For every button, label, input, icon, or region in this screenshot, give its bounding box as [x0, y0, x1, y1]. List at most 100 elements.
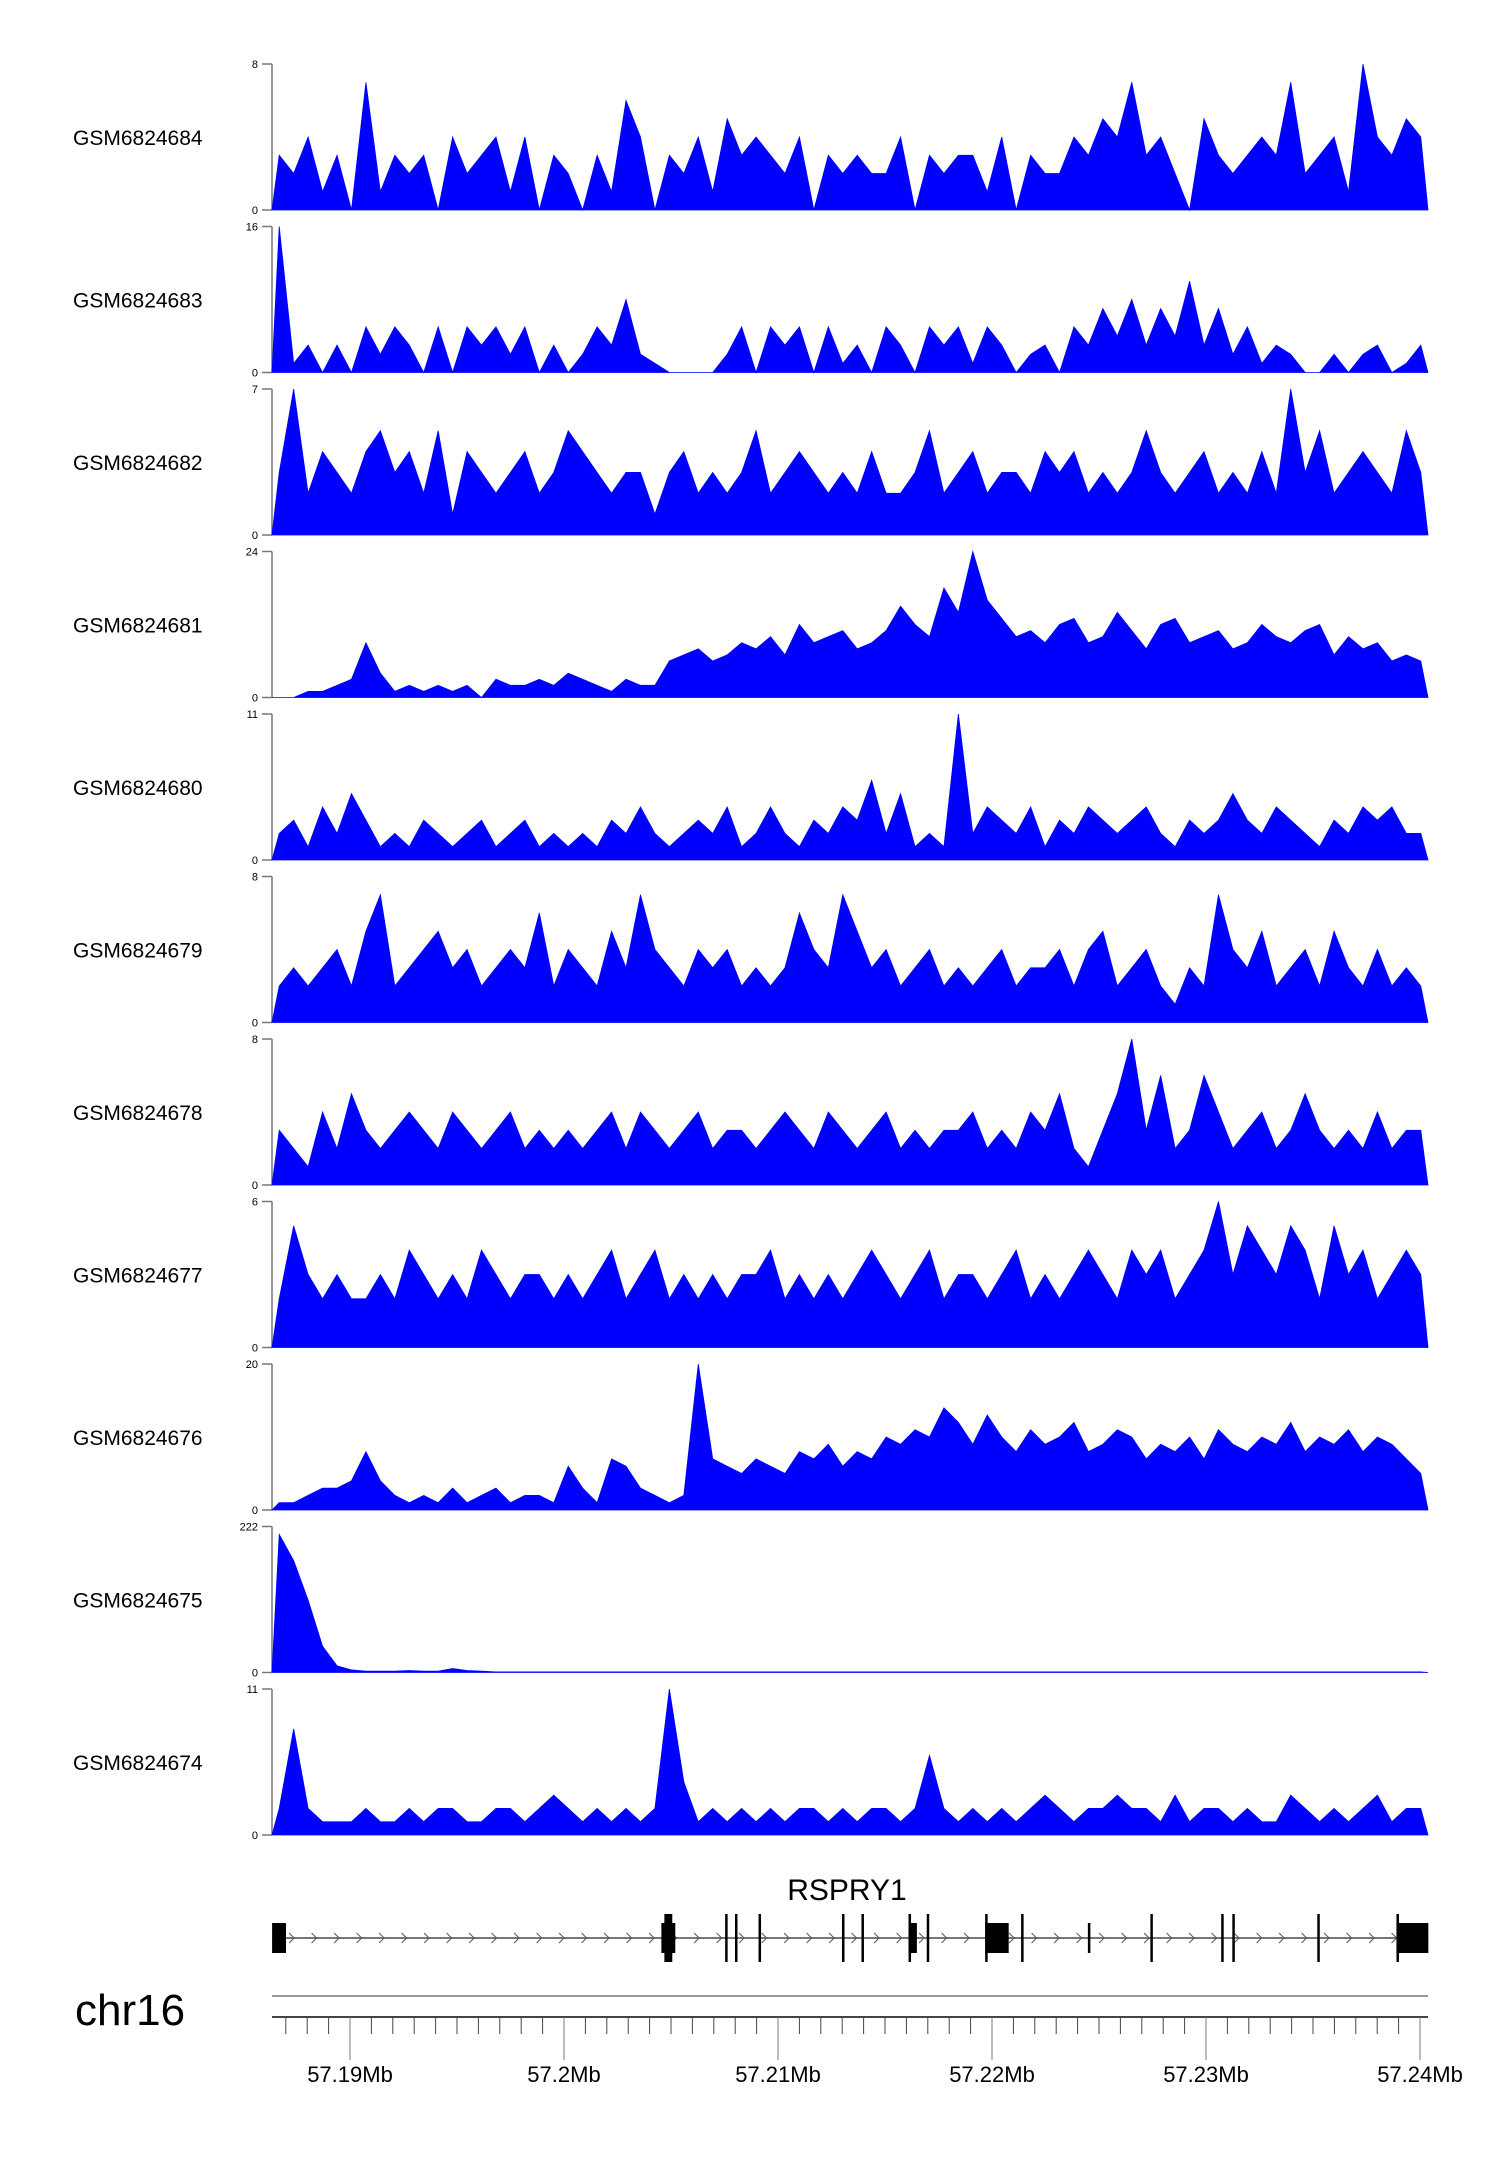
track-label: GSM6824679	[73, 940, 203, 963]
track-GSM6824677: GSM6824677 6 0	[73, 1197, 1429, 1355]
strand-arrow-icon	[783, 1932, 790, 1944]
strand-arrow-icon	[1323, 1932, 1330, 1944]
strand-arrow-icon	[1053, 1932, 1060, 1944]
exon	[1150, 1914, 1153, 1962]
strand-arrow-icon	[941, 1932, 948, 1944]
coverage-area	[271, 1688, 1429, 1836]
x-tick-label: 57.23Mb	[1163, 2062, 1249, 2087]
track-label: GSM6824680	[73, 777, 203, 800]
chromosome-label: chr16	[75, 1986, 185, 2035]
strand-arrow-icon	[1008, 1932, 1015, 1944]
exon	[841, 1914, 845, 1962]
coverage-area	[272, 549, 1429, 699]
coverage-area	[271, 1532, 1429, 1673]
strand-arrow-icon	[1143, 1932, 1150, 1944]
strand-arrow-icon	[1121, 1932, 1128, 1944]
track-GSM6824676: GSM6824676 20 0	[73, 1359, 1429, 1517]
exon	[1221, 1914, 1224, 1962]
coverage-area	[271, 1038, 1429, 1186]
x-tick-label: 57.21Mb	[735, 2062, 821, 2087]
track-label: GSM6824678	[73, 1102, 203, 1125]
strand-arrow-icon	[738, 1932, 745, 1944]
strand-arrow-icon	[356, 1932, 363, 1944]
y-tick-label-min: 0	[252, 1180, 258, 1192]
y-tick-label-min: 0	[252, 368, 258, 380]
y-tick-label-max: 6	[252, 1197, 258, 1209]
y-tick-label-max: 11	[247, 709, 258, 721]
exon	[758, 1914, 762, 1962]
gene-label: RSPRY1	[787, 1874, 907, 1907]
exon	[1317, 1914, 1320, 1962]
y-tick-label-min: 0	[252, 1505, 258, 1517]
strand-arrow-icon	[446, 1932, 453, 1944]
exon	[1396, 1923, 1429, 1953]
strand-arrow-icon	[401, 1932, 408, 1944]
coding-exon	[664, 1914, 673, 1962]
x-tick-label: 57.22Mb	[949, 2062, 1035, 2087]
strand-arrow-icon	[1301, 1932, 1308, 1944]
coverage-area	[271, 226, 1429, 374]
y-tick-label-min: 0	[252, 1343, 258, 1355]
exon	[725, 1914, 728, 1962]
strand-arrow-icon	[423, 1932, 430, 1944]
strand-arrow-icon	[1256, 1932, 1263, 1944]
y-tick-label-min: 0	[252, 1018, 258, 1030]
track-GSM6824675: GSM6824675 222 0	[73, 1522, 1429, 1680]
strand-arrow-icon	[828, 1932, 835, 1944]
track-GSM6824682: GSM6824682 7 0	[73, 384, 1429, 542]
strand-arrow-icon	[288, 1932, 295, 1944]
chromosome-track: chr16	[75, 1986, 1428, 2035]
y-tick-label-max: 20	[246, 1359, 258, 1371]
strand-arrow-icon	[1188, 1932, 1195, 1944]
strand-arrow-icon	[626, 1932, 633, 1944]
exon	[1021, 1914, 1024, 1962]
exon	[985, 1923, 1009, 1953]
strand-arrow-icon	[603, 1932, 610, 1944]
strand-arrow-icon	[468, 1932, 475, 1944]
strand-arrow-icon	[648, 1932, 655, 1944]
track-label: GSM6824674	[73, 1752, 203, 1775]
strand-arrow-icon	[896, 1932, 903, 1944]
coverage-tracks: GSM682468480GSM6824683160GSM682468270GSM…	[73, 59, 1429, 1842]
y-tick-label-min: 0	[252, 693, 258, 705]
track-GSM6824680: GSM6824680 11 0	[73, 709, 1429, 867]
strand-arrow-icon	[491, 1932, 498, 1944]
coverage-area	[271, 63, 1429, 212]
coding-exon	[1396, 1914, 1399, 1962]
exon	[1232, 1914, 1235, 1962]
strand-arrow-icon	[873, 1932, 880, 1944]
coverage-area	[271, 893, 1429, 1023]
exon	[861, 1914, 864, 1962]
track-label: GSM6824681	[73, 615, 203, 638]
strand-arrow-icon	[378, 1932, 385, 1944]
strand-arrow-icon	[333, 1932, 340, 1944]
strand-arrow-icon	[761, 1932, 768, 1944]
coding-exon	[908, 1914, 912, 1962]
x-tick-label: 57.2Mb	[527, 2062, 600, 2087]
x-tick-label: 57.19Mb	[307, 2062, 393, 2087]
strand-arrow-icon	[716, 1932, 723, 1944]
y-tick-label-min: 0	[252, 1668, 258, 1680]
strand-arrow-icon	[513, 1932, 520, 1944]
y-tick-label-min: 0	[252, 1830, 258, 1842]
strand-arrow-icon	[851, 1932, 858, 1944]
coverage-area	[271, 1363, 1429, 1511]
y-tick-label-max: 8	[252, 1034, 258, 1046]
strand-arrow-icon	[1278, 1932, 1285, 1944]
coverage-area	[271, 1201, 1429, 1348]
strand-arrow-icon	[311, 1932, 318, 1944]
y-tick-label-max: 7	[252, 384, 258, 396]
strand-arrow-icon	[1166, 1932, 1173, 1944]
y-tick-label-max: 16	[246, 222, 258, 234]
gene-track: RSPRY1	[272, 1874, 1429, 1962]
strand-arrow-icon	[1076, 1932, 1083, 1944]
track-label: GSM6824675	[73, 1590, 203, 1613]
genome-axis: 57.19Mb 57.2Mb 57.21Mb 57.22Mb 57.23Mb 57.24M…	[272, 2016, 1463, 2087]
y-tick-label-max: 11	[247, 1684, 258, 1696]
track-label: GSM6824677	[73, 1265, 203, 1288]
track-GSM6824674: GSM6824674 11 0	[73, 1684, 1429, 1842]
strand-arrow-icon	[806, 1932, 813, 1944]
strand-arrow-icon	[963, 1932, 970, 1944]
strand-arrow-icon	[1098, 1932, 1105, 1944]
